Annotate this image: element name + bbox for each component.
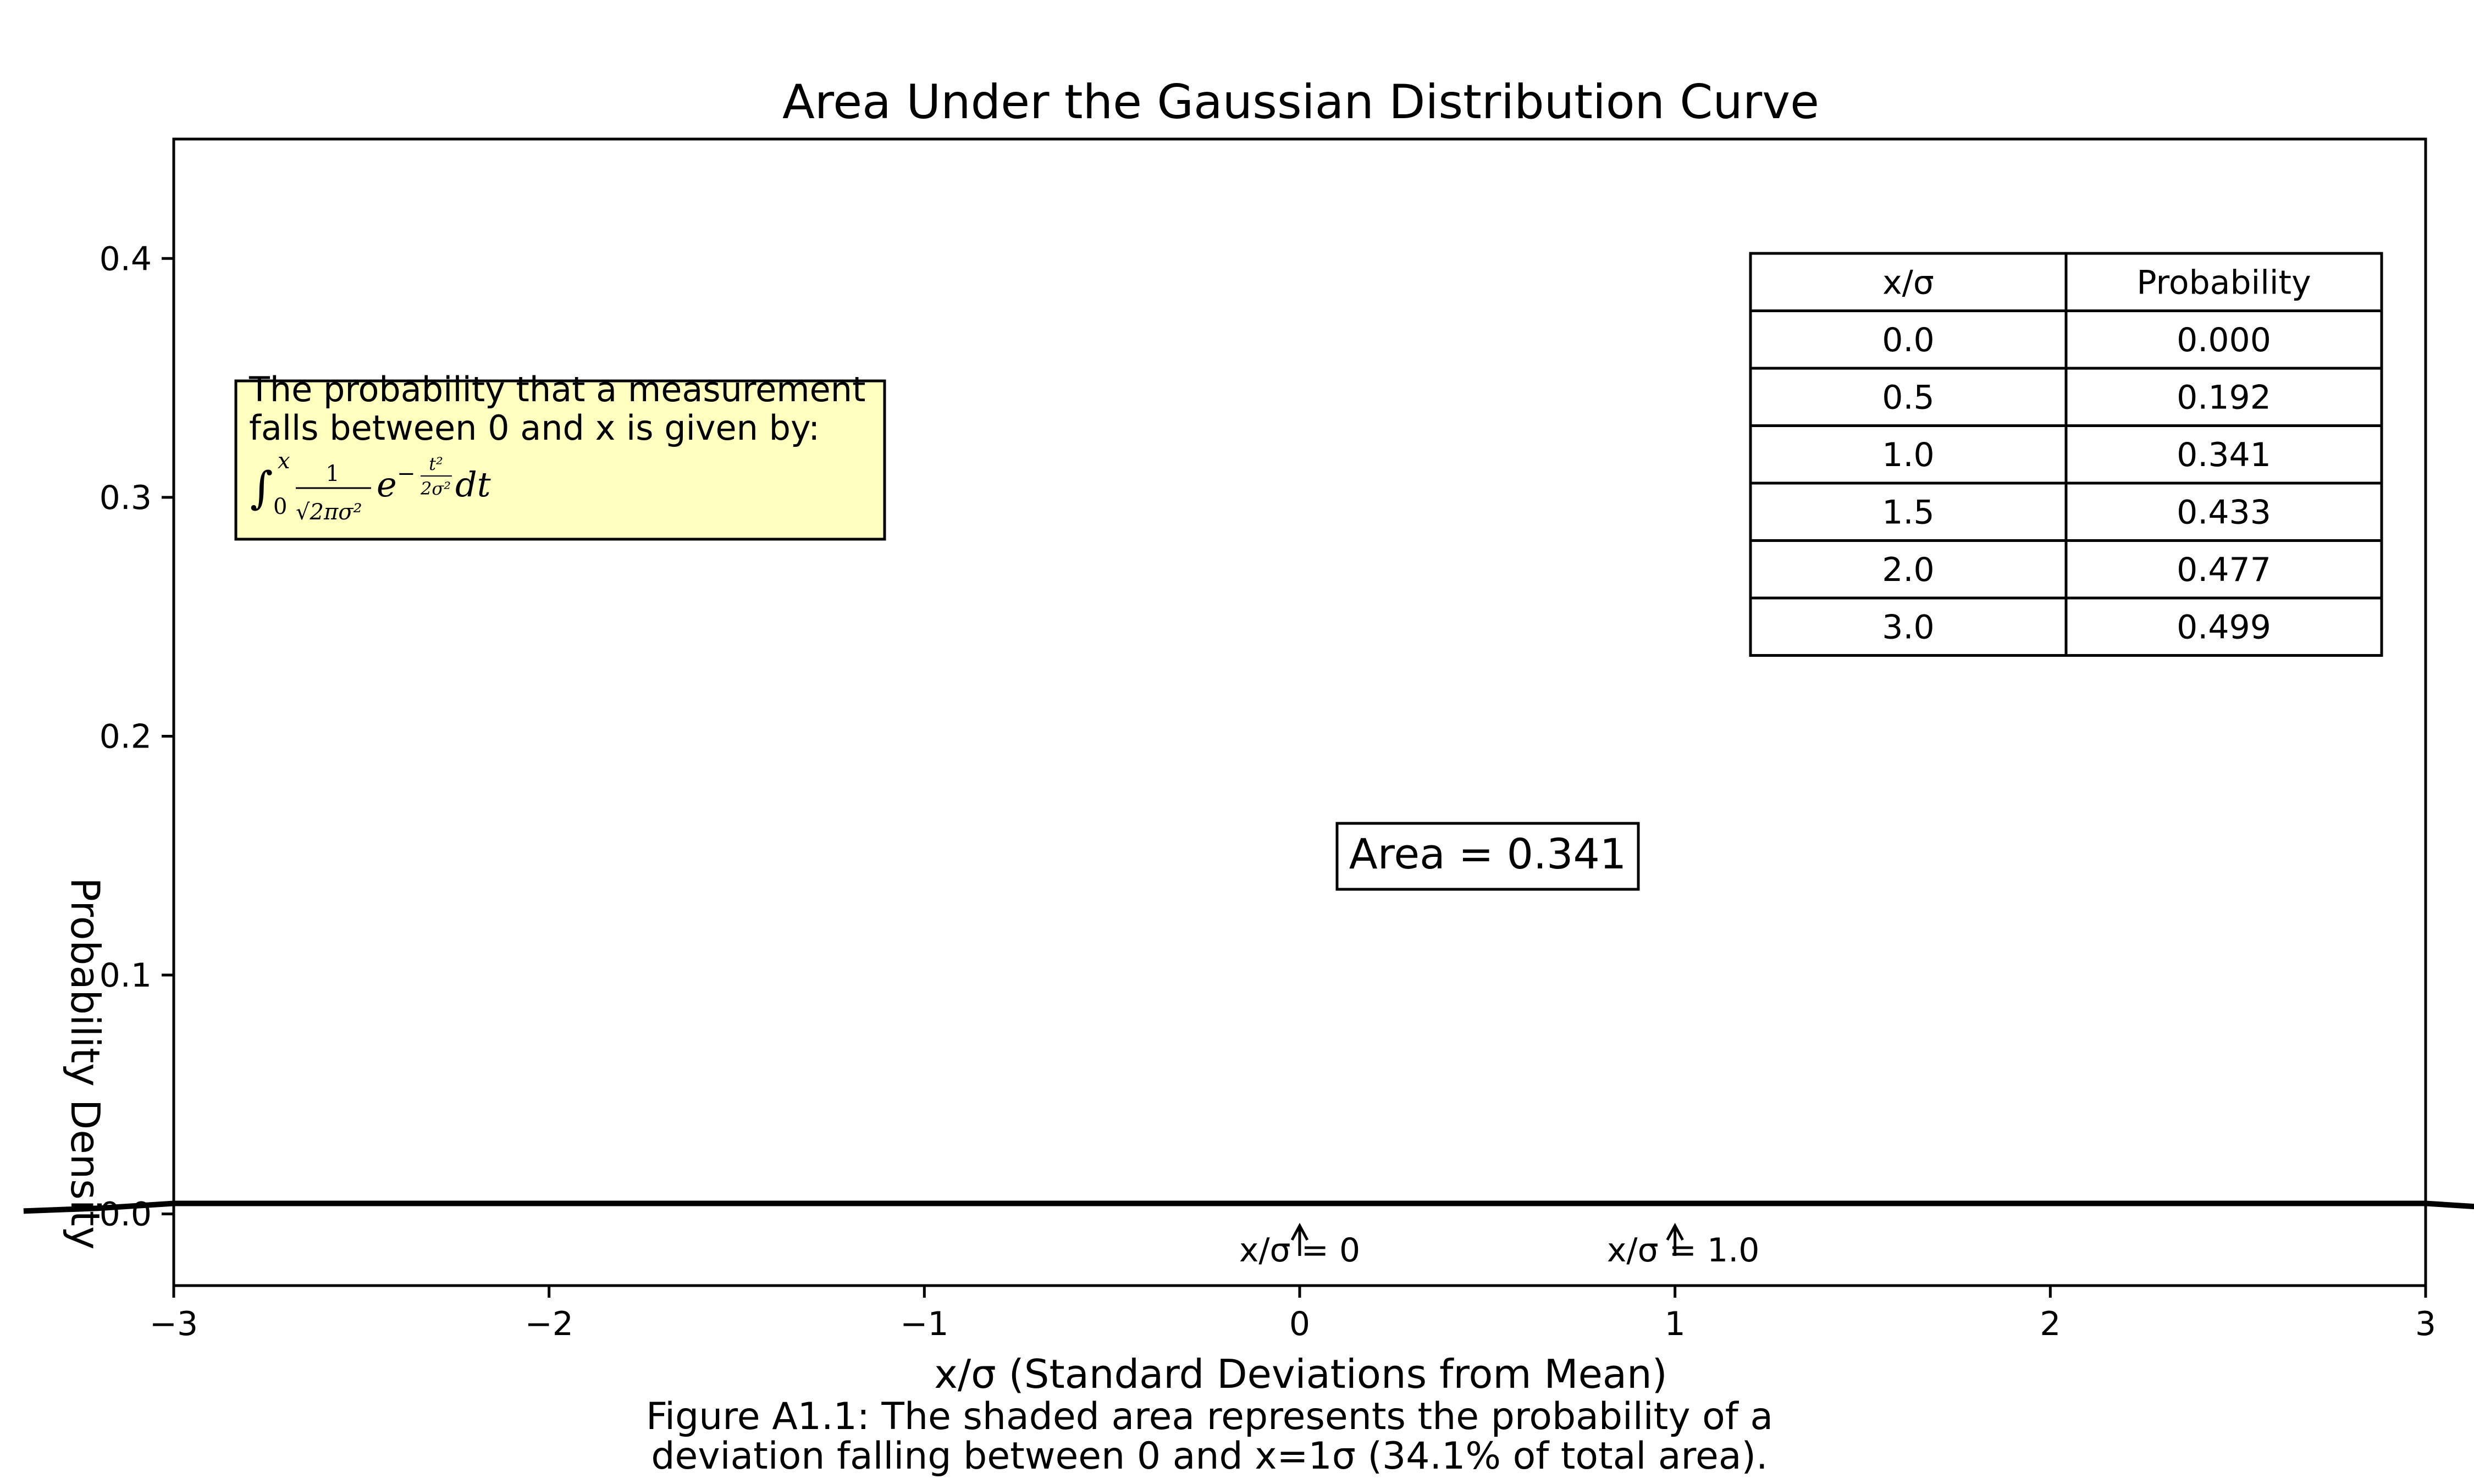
y-tick-label: 0.3 [100,479,152,517]
caption-line-2: deviation falling between 0 and x=1σ (34… [651,1435,1768,1478]
table-cell [2064,481,2383,542]
table-cell [2064,367,2383,427]
table-cell [2064,309,2383,370]
table-cell-text: 1.5 [1882,493,1934,531]
table-cell-text: 0.341 [2177,436,2271,474]
table-cell-text: 0.499 [2177,608,2271,646]
table-cell [2064,596,2383,657]
note-line-2: falls between 0 and x is given by: [249,408,820,448]
table-header-text: x/σ [1882,263,1934,302]
marker-one-label: x/σ = 1.0 [1607,1231,1760,1270]
y-tick-label: 0.2 [100,717,152,756]
chart-title: Area Under the Gaussian Distribution Cur… [782,75,1819,130]
marker-zero-arrow [1290,1222,1309,1256]
table-cell-text: 3.0 [1882,608,1934,646]
table-cell-text: 0.5 [1882,378,1934,417]
integral-sign: ∫ [250,462,273,513]
exponential-e: e [377,464,397,505]
table-cell-text: 0.433 [2177,493,2271,531]
table-cell-text: 1.0 [1882,436,1934,474]
x-markers: x/σ = 0 x/σ = 1.0 [1239,1222,1760,1270]
y-axis-label: Probability Density [62,877,108,1249]
table-cell-text: 0.000 [2177,321,2271,359]
table-cell [1749,539,2068,600]
x-axis-ticks: −3 −2 −1 0 1 2 3 [150,1286,2436,1343]
fraction-numerator: 1 [325,461,339,486]
table-cell-text: 0.0 [1882,321,1934,359]
area-box [1335,822,1640,891]
note-line-1: The probability that a measurement [248,369,865,409]
x-tick-label: 3 [2415,1305,2436,1343]
y-tick-label: 0.0 [100,1195,152,1234]
y-tick-label: 0.4 [100,240,152,278]
table-cell-text: 2.0 [1882,551,1934,589]
exponent-minus: − [397,461,416,486]
table-cell [1749,309,2068,370]
x-tick-label: −3 [150,1305,198,1343]
table-cell-text: 0.192 [2177,378,2271,417]
table-cell [1749,367,2068,427]
x-tick-label: 2 [2040,1305,2061,1343]
table-cell [1749,424,2068,485]
differential: dt [455,464,491,505]
table-header-text: Probability [2136,263,2311,302]
series-line [23,1200,2474,1214]
integral-formula: ∫ x 0 1 √2πσ² e − t² 2σ² dt [250,448,491,525]
table-cell [2064,539,2383,600]
x-tick-label: 0 [1289,1305,1310,1343]
area-annotation: Area = 0.341 [1335,822,1640,891]
table-cell-text: 0.477 [2177,551,2271,589]
exponent-denominator: 2σ² [420,478,451,499]
x-axis-label: x/σ (Standard Deviations from Mean) [934,1351,1667,1397]
integral-lower: 0 [273,494,287,519]
table-header-cell [1749,252,2068,312]
table-cell [1749,481,2068,542]
table-cell [1749,596,2068,657]
exponent-numerator: t² [429,453,443,474]
probability-table: x/σ Probability 0.0 0.000 0.5 0.192 1.0 0.341 1.… [1749,252,2383,657]
table-header-cell [2064,252,2383,312]
y-tick-label: 0.1 [100,956,152,995]
fraction-denominator: √2πσ² [296,500,362,525]
x-tick-label: −1 [900,1305,948,1343]
area-label: Area = 0.341 [1349,829,1626,878]
x-tick-label: −2 [524,1305,573,1343]
marker-one-arrow [1666,1222,1684,1256]
caption-line-1: Figure A1.1: The shaded area represents … [646,1395,1773,1438]
x-tick-label: 1 [1665,1305,1686,1343]
y-axis-ticks: 0.0 0.1 0.2 0.3 0.4 [100,240,174,1234]
note-box [234,379,886,541]
formula-note: The probability that a measurement falls… [234,369,886,541]
integral-upper: x [278,448,290,474]
